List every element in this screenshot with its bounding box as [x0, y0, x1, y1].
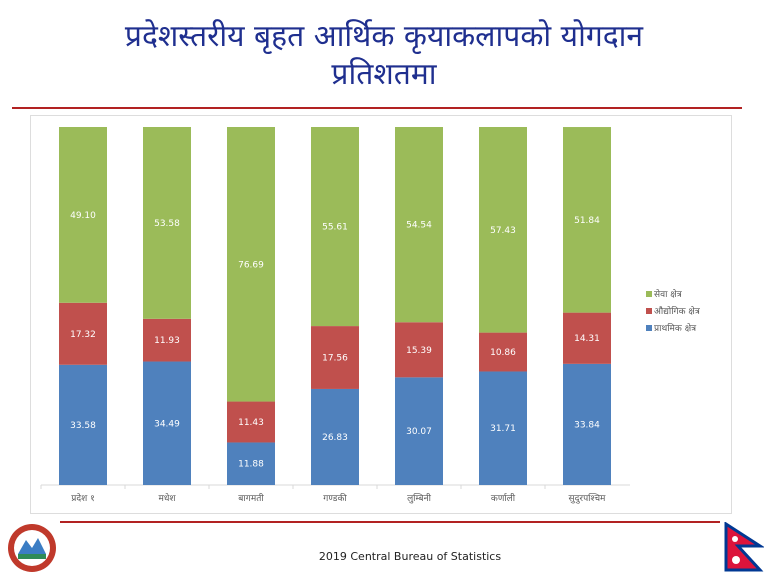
data-label: 10.86 [490, 348, 516, 358]
data-label: 49.10 [70, 211, 96, 221]
data-label: 11.93 [154, 336, 180, 346]
data-label: 11.43 [238, 418, 264, 428]
data-label: 53.58 [154, 219, 180, 229]
data-label: 30.07 [406, 427, 432, 437]
top-divider [12, 107, 742, 109]
bar-segment [59, 302, 107, 365]
category-label: गण्डकी [323, 492, 347, 504]
bar-segment [563, 127, 611, 313]
bar-segment [395, 322, 443, 378]
legend-swatch [646, 325, 652, 331]
bar-segment [479, 127, 527, 333]
data-label: 31.71 [490, 424, 516, 434]
bar-segment [227, 401, 275, 443]
data-label: 17.56 [322, 354, 348, 364]
data-label: 76.69 [238, 260, 264, 270]
government-emblem-logo [8, 524, 56, 572]
legend-label: औद्योगिक क्षेत्र [654, 305, 701, 317]
bar-segment [227, 127, 275, 402]
data-label: 34.49 [154, 419, 180, 429]
data-label: 14.31 [574, 334, 600, 344]
data-label: 55.61 [322, 223, 348, 233]
bar-segment [311, 388, 359, 485]
data-label: 33.84 [574, 420, 600, 430]
bar-segment [563, 312, 611, 364]
bar-segment [311, 127, 359, 327]
nepal-flag-icon [724, 522, 764, 572]
bar-segment [311, 326, 359, 389]
data-label: 33.58 [70, 421, 96, 431]
bar-segment [143, 361, 191, 485]
bar-segment [227, 442, 275, 485]
category-label: लुम्बिनी [407, 492, 431, 504]
legend-swatch [646, 291, 652, 297]
bar-segment [395, 377, 443, 485]
chart-frame [30, 115, 732, 514]
legend-label: सेवा क्षेत्र [654, 288, 683, 300]
title-line-1: प्रदेशस्तरीय बृहत आर्थिक कृयाकलापको योगद… [124, 19, 644, 54]
category-label: मधेश [158, 492, 176, 504]
data-label: 57.43 [490, 226, 516, 236]
category-label: प्रदेश १ [71, 492, 95, 504]
bar-segment [479, 332, 527, 372]
data-label: 15.39 [406, 346, 432, 356]
bar-segment [143, 127, 191, 319]
category-label: सुदुरपश्चिम [569, 492, 607, 504]
data-label: 51.84 [574, 216, 600, 226]
legend-swatch [646, 308, 652, 314]
legend-label: प्राथमिक क्षेत्र [654, 322, 697, 334]
bar-segment [143, 318, 191, 362]
page-title: प्रदेशस्तरीय बृहत आर्थिक कृयाकलापको योगद… [0, 18, 768, 94]
data-label: 54.54 [406, 221, 432, 231]
category-label: बागमती [238, 492, 264, 504]
title-line-2: प्रतिशतमा [331, 57, 437, 92]
bar-segment [59, 127, 107, 303]
bar-segment [59, 364, 107, 485]
data-label: 26.83 [322, 433, 348, 443]
bar-segment [479, 371, 527, 485]
bottom-divider [60, 521, 720, 523]
bar-segment [395, 127, 443, 323]
data-label: 11.88 [238, 460, 264, 470]
footer-text: 2019 Central Bureau of Statistics [318, 550, 502, 563]
data-label: 17.32 [70, 330, 96, 340]
category-label: कर्णाली [491, 492, 516, 504]
bar-segment [563, 363, 611, 485]
